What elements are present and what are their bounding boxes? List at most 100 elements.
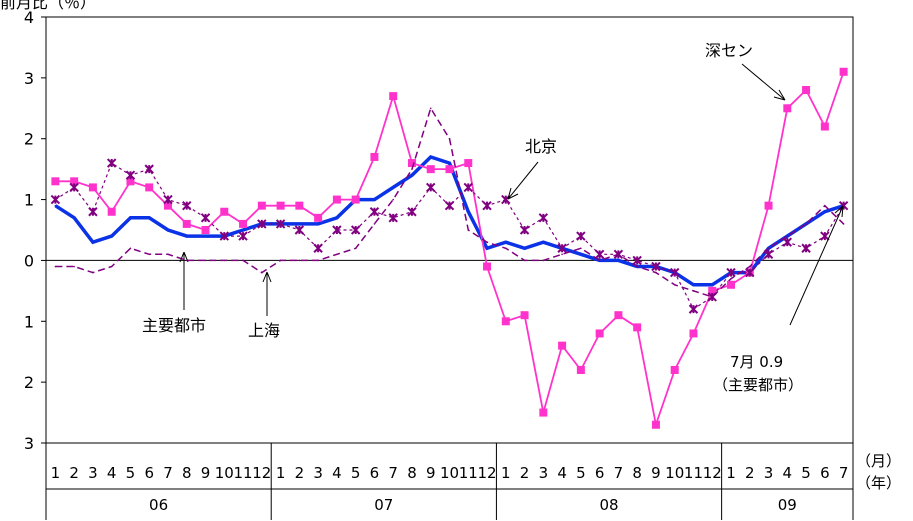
month-tick-label: 2 xyxy=(69,464,79,482)
month-tick-label: 11 xyxy=(234,464,253,482)
data-point xyxy=(261,271,263,274)
data-point xyxy=(92,271,94,274)
data-point xyxy=(88,207,98,217)
plot-frame xyxy=(45,16,854,444)
beijing-arrow xyxy=(507,161,539,200)
month-tick-label: 2 xyxy=(745,464,755,482)
data-point xyxy=(651,420,660,429)
data-point xyxy=(88,183,97,192)
data-point xyxy=(726,267,736,278)
data-point xyxy=(317,259,319,262)
series-上海 xyxy=(54,106,845,298)
month-tick-label: 6 xyxy=(595,464,605,482)
y-axis-label: 前月比（％） xyxy=(0,0,96,12)
data-point xyxy=(523,247,526,250)
month-tick-label: 12 xyxy=(703,464,722,482)
data-point xyxy=(279,259,282,262)
month-tick-label: 9 xyxy=(651,464,661,482)
data-point xyxy=(708,286,717,295)
data-point xyxy=(126,177,135,186)
month-tick-label: 1 xyxy=(726,464,736,482)
data-point xyxy=(486,241,488,243)
data-point xyxy=(336,253,338,256)
month-tick-label: 5 xyxy=(801,464,811,482)
y-tick-label: 1 xyxy=(24,312,34,331)
data-point xyxy=(50,194,61,205)
data-point xyxy=(463,182,473,193)
data-point xyxy=(298,259,301,262)
data-point xyxy=(764,201,773,210)
note-arrowhead xyxy=(834,205,844,218)
data-point xyxy=(805,223,807,225)
y-tick-label: 2 xyxy=(24,130,34,149)
data-point xyxy=(730,277,732,280)
data-point xyxy=(820,231,830,241)
data-point xyxy=(651,261,661,272)
data-point xyxy=(580,253,582,256)
data-point xyxy=(369,207,380,217)
data-point xyxy=(448,162,451,164)
data-point xyxy=(444,200,455,211)
data-point xyxy=(298,223,301,225)
data-point xyxy=(73,265,75,268)
y-tick-label: 1 xyxy=(24,191,34,210)
month-tick-label: 11 xyxy=(459,464,478,482)
shenzhen-label: 深セン xyxy=(705,41,753,60)
month-tick-label: 6 xyxy=(144,464,154,482)
data-point xyxy=(370,152,379,161)
data-point xyxy=(351,195,360,204)
data-point xyxy=(125,170,136,180)
month-tick-label: 3 xyxy=(539,464,549,482)
data-point xyxy=(782,237,793,247)
data-point xyxy=(448,137,451,140)
data-point xyxy=(201,226,210,234)
data-point xyxy=(54,265,57,268)
note-arrow xyxy=(789,205,844,326)
data-point xyxy=(482,200,492,211)
data-point xyxy=(670,365,679,374)
data-point xyxy=(69,182,79,193)
data-point xyxy=(633,323,642,332)
series-line xyxy=(55,71,845,429)
data-point xyxy=(673,283,676,286)
y-tick-label: 2 xyxy=(24,373,34,392)
y-tick-label: 3 xyxy=(24,69,34,88)
data-point xyxy=(561,253,563,256)
data-point xyxy=(542,241,545,243)
shanghai-label: 上海 xyxy=(248,321,280,340)
data-point xyxy=(314,213,323,222)
data-point xyxy=(107,207,116,216)
month-tick-label: 1 xyxy=(51,464,61,482)
data-point xyxy=(486,247,488,250)
data-point xyxy=(745,267,755,278)
data-point xyxy=(542,259,545,262)
month-tick-label: 8 xyxy=(182,464,192,482)
data-point xyxy=(467,229,470,231)
data-point xyxy=(576,231,586,241)
data-point xyxy=(598,259,601,262)
data-point xyxy=(692,283,695,286)
beijing-label: 北京 xyxy=(525,137,557,156)
data-point xyxy=(824,210,826,213)
data-point xyxy=(539,408,548,417)
data-point xyxy=(501,317,510,326)
data-point xyxy=(239,219,248,228)
data-point xyxy=(204,235,207,237)
data-point xyxy=(594,249,605,260)
data-point xyxy=(276,201,285,210)
month-unit-label: （月） xyxy=(856,452,901,470)
data-point xyxy=(392,186,394,189)
year-unit-label: （年） xyxy=(856,474,901,492)
month-tick-label: 10 xyxy=(440,464,459,482)
data-point xyxy=(820,122,829,131)
data-point xyxy=(219,231,229,241)
data-point xyxy=(51,177,60,186)
data-point xyxy=(92,241,94,243)
data-point xyxy=(389,92,398,101)
data-point xyxy=(392,198,394,201)
data-point xyxy=(411,168,413,170)
data-point xyxy=(520,311,529,320)
data-point xyxy=(220,207,229,216)
month-tick-label: 6 xyxy=(370,464,380,482)
data-point xyxy=(313,243,323,253)
